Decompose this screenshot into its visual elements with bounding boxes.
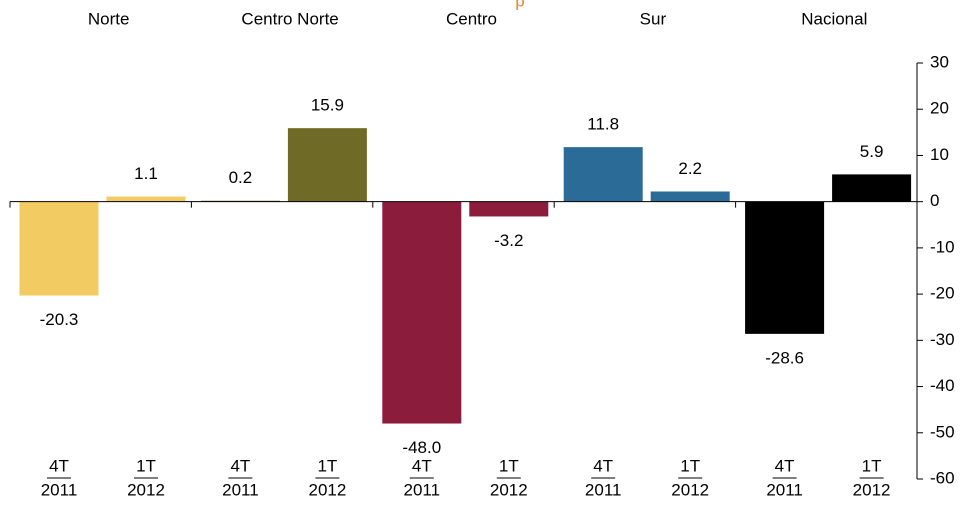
- bar: [287, 128, 367, 202]
- y-tick-label: -30: [930, 330, 955, 349]
- bar: [745, 201, 825, 334]
- category-label: Sur: [640, 9, 667, 28]
- bar: [106, 196, 186, 202]
- y-tick-label: -10: [930, 237, 955, 256]
- chart-title: p: [515, 0, 524, 10]
- data-label: 1.1: [134, 164, 158, 183]
- data-label: -3.2: [494, 231, 523, 250]
- data-label: 11.8: [587, 115, 619, 134]
- x-tick-label: 1T: [862, 456, 882, 475]
- data-label: -20.3: [40, 310, 79, 329]
- x-tick-label: 1T: [317, 456, 337, 475]
- bar: [19, 201, 99, 296]
- bar: [832, 174, 912, 202]
- data-label: -48.0: [402, 438, 441, 457]
- x-tick-label: 2012: [490, 480, 528, 499]
- x-tick-label: 4T: [593, 456, 613, 475]
- bar: [469, 201, 549, 217]
- x-tick-label: 1T: [680, 456, 700, 475]
- x-tick-label: 2012: [671, 480, 709, 499]
- x-tick-label: 4T: [775, 456, 795, 475]
- y-tick-label: -60: [930, 468, 955, 487]
- x-tick-label: 4T: [412, 456, 432, 475]
- x-tick-label: 2011: [585, 480, 622, 499]
- data-label: 2.2: [678, 159, 702, 178]
- y-tick-label: 0: [930, 191, 939, 210]
- x-tick-label: 4T: [49, 456, 69, 475]
- y-tick-label: 20: [930, 99, 949, 118]
- data-label: 15.9: [311, 96, 344, 115]
- bar: [382, 201, 462, 424]
- x-tick-label: 1T: [136, 456, 156, 475]
- category-label: Centro: [446, 9, 497, 28]
- x-tick-label: 4T: [230, 456, 250, 475]
- x-tick-label: 2011: [404, 480, 441, 499]
- category-label: Norte: [88, 9, 130, 28]
- y-tick-label: 30: [930, 52, 949, 71]
- y-tick-label: 10: [930, 145, 949, 164]
- y-tick-label: -20: [930, 284, 955, 303]
- x-tick-label: 2011: [766, 480, 803, 499]
- x-tick-label: 2012: [127, 480, 165, 499]
- y-tick-label: -40: [930, 376, 955, 395]
- y-tick-label: -50: [930, 422, 955, 441]
- bar: [563, 147, 643, 202]
- data-label: 5.9: [860, 142, 884, 161]
- data-label: -28.6: [765, 348, 804, 367]
- x-tick-label: 2011: [41, 480, 78, 499]
- bar: [650, 191, 730, 202]
- x-tick-label: 2012: [308, 480, 346, 499]
- data-label: 0.2: [229, 168, 253, 187]
- category-label: Nacional: [801, 9, 867, 28]
- x-tick-label: 2012: [853, 480, 891, 499]
- x-tick-label: 2011: [222, 480, 259, 499]
- category-label: Centro Norte: [241, 9, 338, 28]
- x-tick-label: 1T: [499, 456, 519, 475]
